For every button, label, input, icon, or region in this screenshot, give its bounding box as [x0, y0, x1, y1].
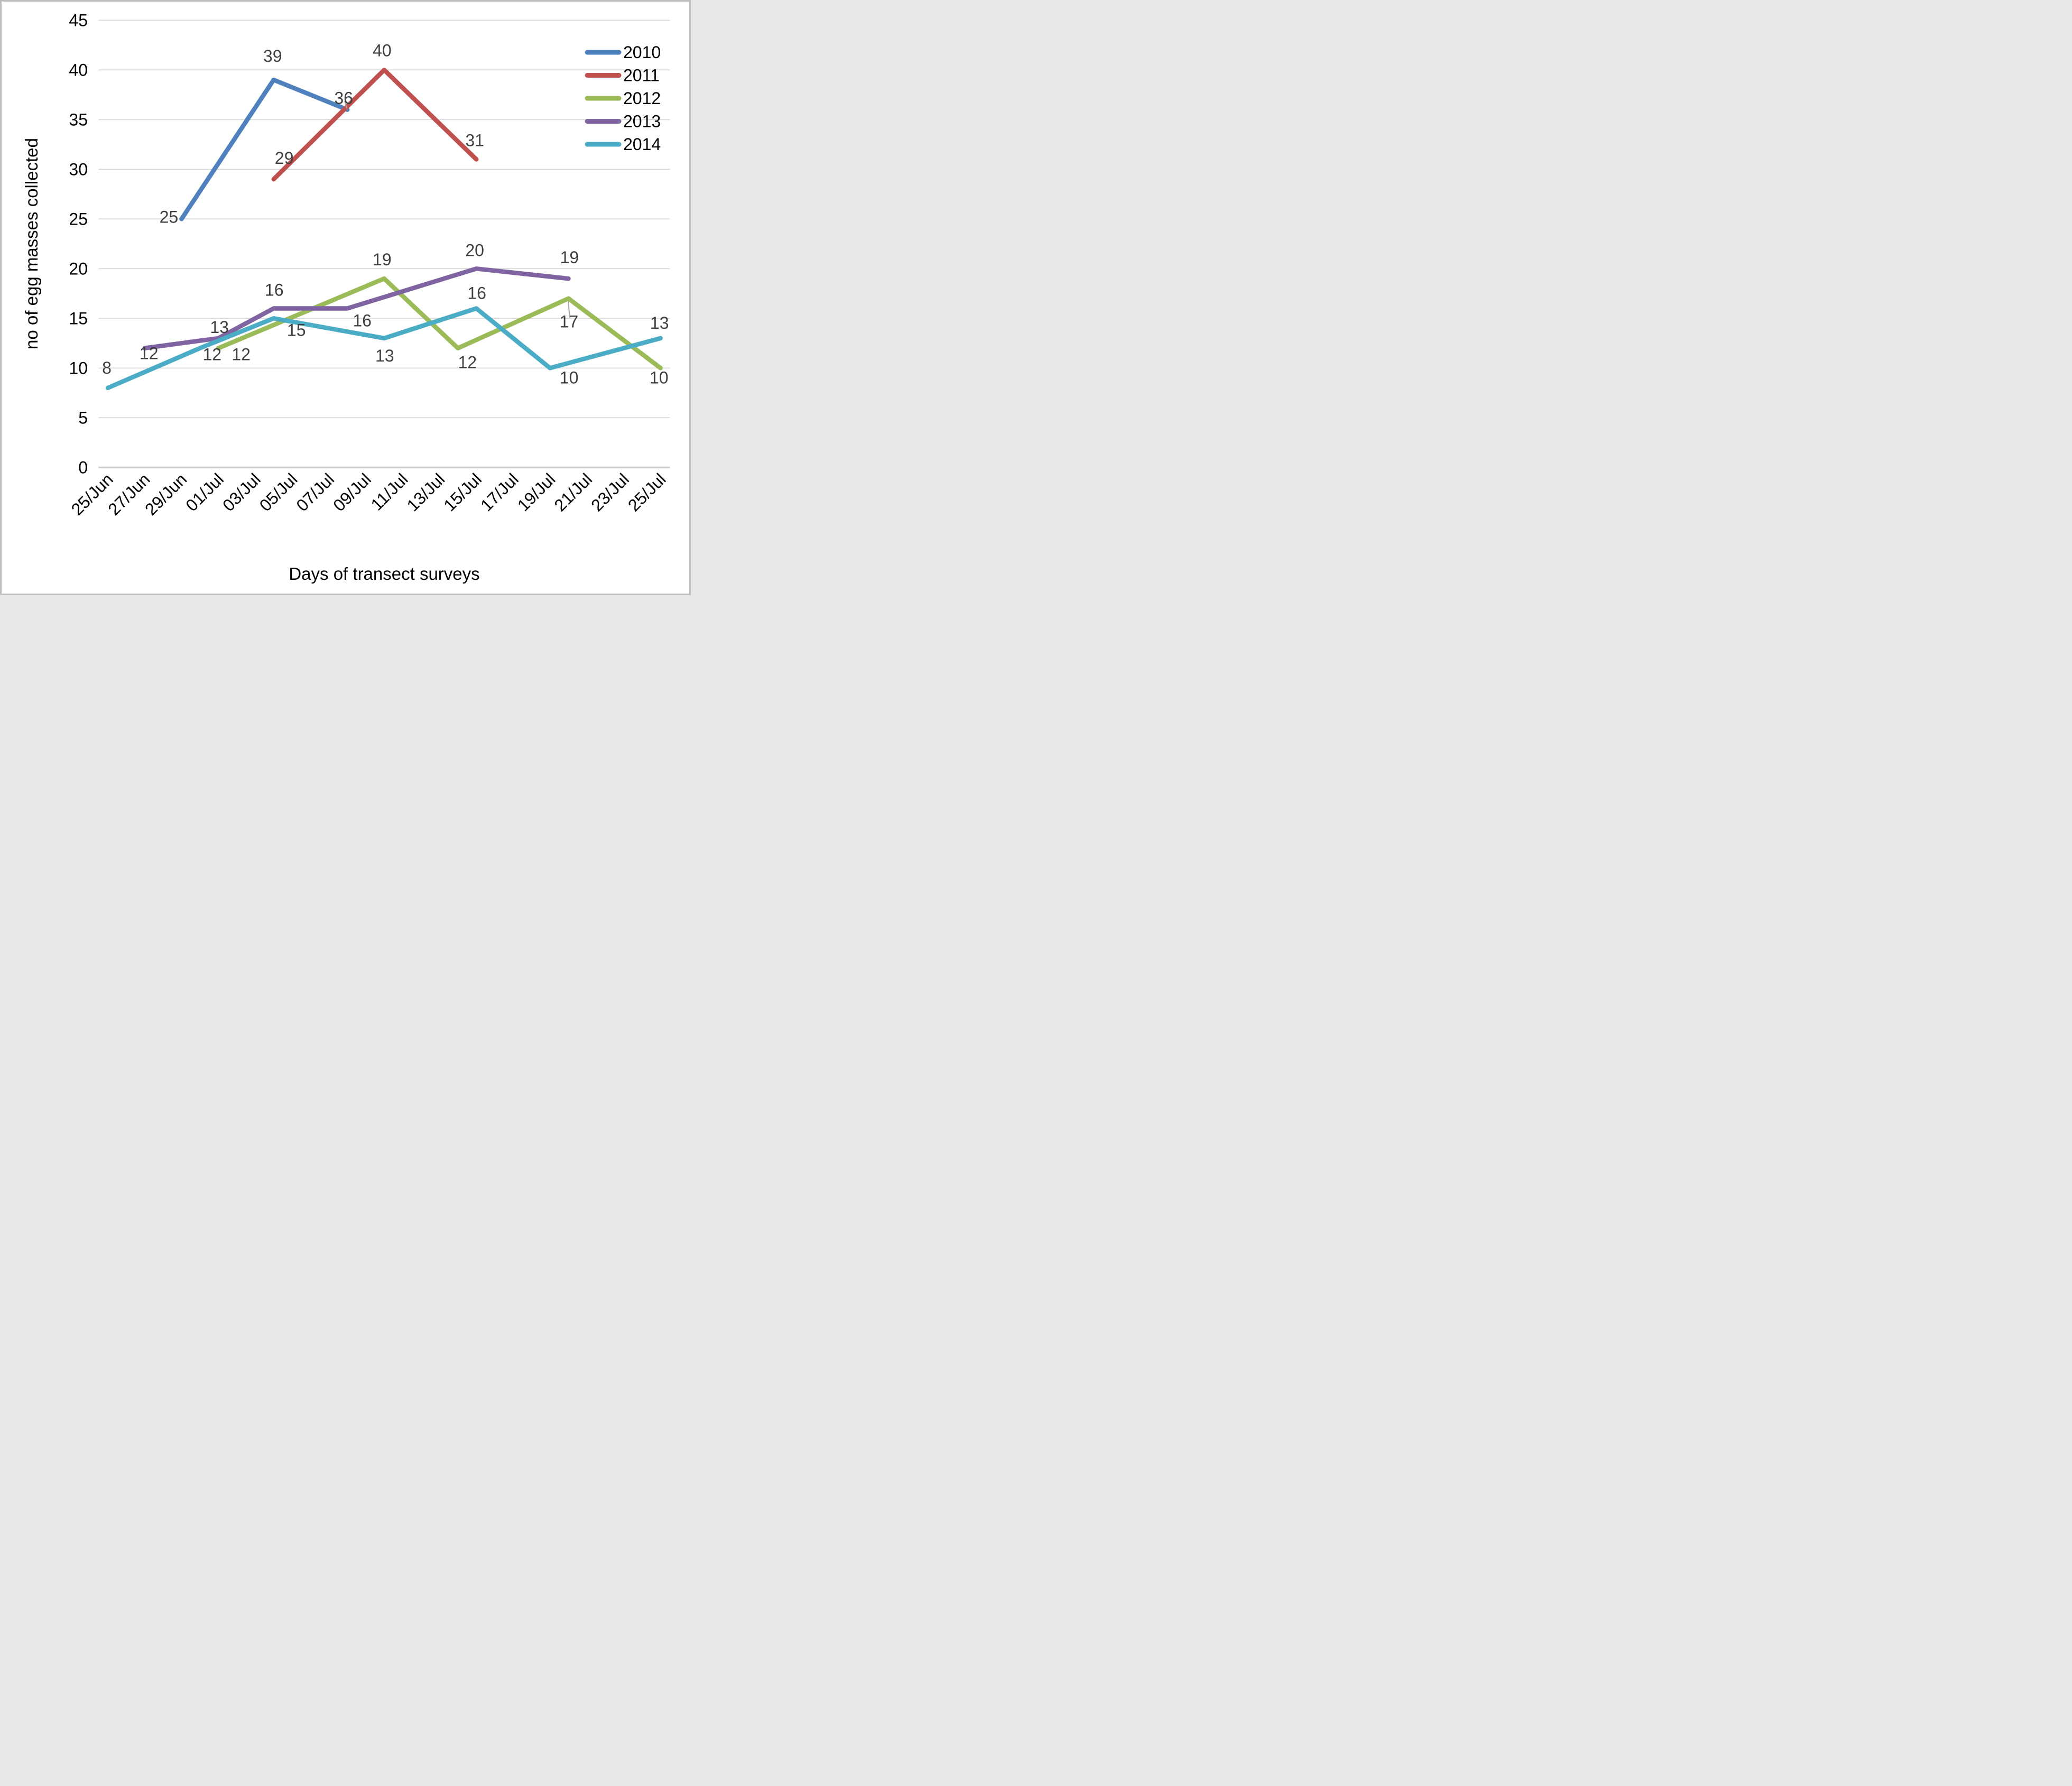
label-leader-line: [568, 301, 570, 318]
data-label-2012-20/Jul: 17: [560, 312, 579, 331]
x-tick-label: 27/Jun: [104, 469, 153, 519]
y-tick-label: 5: [78, 408, 88, 427]
x-tick-label: 17/Jul: [477, 469, 522, 515]
y-tick-label: 45: [69, 11, 88, 30]
chart-canvas: 0 5 10 15 20 25 30 35 40 45 25/Jun 27/Jun 29/Jun 01/J…: [0, 0, 691, 595]
data-label-2011-04/Jul: 29: [275, 149, 294, 168]
x-tick-label: 03/Jul: [219, 469, 264, 515]
data-label-2010-08/Jul: 36: [334, 89, 353, 108]
data-label-2012-14/Jul: 12: [458, 353, 477, 372]
data-label-2013-27/Jun: 12: [140, 344, 159, 363]
y-tick-label: 25: [69, 209, 88, 228]
y-tick-label: 40: [69, 60, 88, 79]
data-label-2013-08/Jul: 16: [353, 311, 372, 330]
y-tick-label: 35: [69, 110, 88, 129]
x-tick-label: 05/Jul: [256, 469, 301, 515]
x-tick-label: 25/Jun: [68, 469, 117, 519]
data-label-2014-19/Jul: 10: [560, 368, 579, 387]
series-line-2010: [179, 77, 350, 221]
data-label-2014-10/Jul: 13: [375, 346, 394, 365]
y-tick-label: 15: [69, 309, 88, 328]
data-label-2013-15/Jul: 20: [465, 240, 484, 260]
data-label-2013-01/Jul: 13: [210, 318, 229, 337]
line-chart: 0 5 10 15 20 25 30 35 40 45 25/Jun27/Jun29/Jun01/J…: [68, 11, 670, 519]
x-axis-title: Days of transect surveys: [289, 564, 480, 584]
data-label-2011-15/Jul: 31: [465, 131, 484, 150]
data-label-2014-25/Jun: 8: [102, 358, 112, 377]
y-tick-label: 20: [69, 259, 88, 278]
data-label-2014-30/Jun: 12: [202, 345, 221, 364]
series-line-2012: [216, 276, 663, 371]
data-label-2010-29/Jun: 25: [160, 207, 179, 226]
data-label-2014-15/Jul: 16: [467, 284, 486, 303]
y-axis-title: no of egg masses collected: [22, 138, 41, 349]
label-leader-line: [344, 100, 347, 109]
series-line-2013: [142, 266, 571, 350]
data-label-2014-25/Jul: 13: [650, 313, 669, 332]
y-tick-label: 10: [69, 358, 88, 377]
x-tick-label: 11/Jul: [367, 469, 412, 514]
legend-label-2014: 2014: [623, 135, 661, 154]
legend-label-2012: 2012: [623, 89, 661, 108]
data-label-2010-04/Jul: 39: [263, 47, 282, 66]
x-tick-label: 09/Jul: [329, 469, 375, 515]
legend-label-2010: 2010: [623, 43, 661, 62]
x-tick-label: 13/Jul: [403, 469, 449, 515]
x-tick-label: 23/Jul: [587, 469, 633, 515]
x-tick-label: 29/Jun: [141, 469, 190, 519]
data-label-2014-04/Jul: 15: [287, 320, 306, 339]
legend-label-2011: 2011: [623, 66, 660, 85]
data-label-2012-01/Jul: 12: [232, 345, 251, 364]
x-tick-label: 21/Jul: [550, 469, 596, 515]
y-tick-label: 30: [69, 160, 88, 179]
x-tick-label: 01/Jul: [182, 469, 227, 515]
x-tick-label: 19/Jul: [514, 469, 559, 515]
data-label-2012-25/Jul: 10: [650, 368, 669, 387]
y-tick-label: 0: [78, 458, 88, 477]
x-tick-label: 15/Jul: [440, 469, 485, 515]
series-line-2014: [105, 306, 663, 391]
data-label-2012-10/Jul: 19: [373, 250, 392, 269]
x-tick-label: 07/Jul: [292, 469, 338, 515]
data-label-2011-10/Jul: 40: [373, 41, 392, 60]
legend-label-2013: 2013: [623, 112, 661, 131]
series-line-2011: [271, 68, 479, 182]
data-label-2013-04/Jul: 16: [265, 281, 284, 300]
data-label-2013-20/Jul: 19: [560, 248, 579, 267]
x-tick-label: 25/Jul: [624, 469, 670, 515]
